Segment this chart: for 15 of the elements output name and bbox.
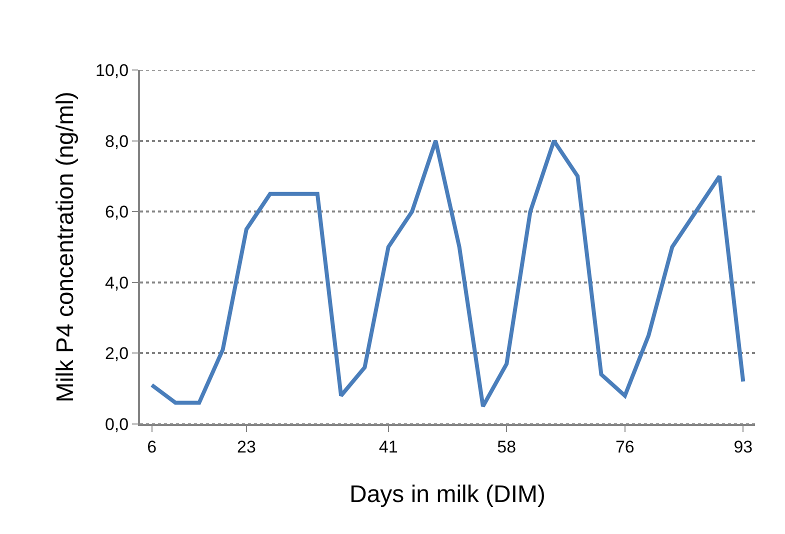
x-tick-label: 58	[497, 437, 516, 456]
y-tick-label: 8,0	[104, 132, 129, 151]
y-tick-label: 2,0	[104, 344, 129, 364]
x-tick-label: 23	[236, 437, 256, 456]
line-series	[150, 138, 746, 408]
y-axis-title: Milk P4 concentration (ng/ml)	[52, 92, 80, 402]
x-axis-title: Days in milk (DIM)	[350, 481, 546, 508]
x-tick-label: 93	[734, 437, 753, 456]
y-tick-label: 6,0	[104, 202, 129, 222]
x-tick-label: 6	[147, 437, 157, 456]
y-tick-label: 4,0	[104, 273, 129, 292]
y-tick-label: 10,0	[96, 60, 129, 80]
x-tick-label: 76	[615, 437, 634, 456]
y-tick-label: 0,0	[104, 414, 129, 434]
x-tick-label: 41	[378, 437, 398, 456]
